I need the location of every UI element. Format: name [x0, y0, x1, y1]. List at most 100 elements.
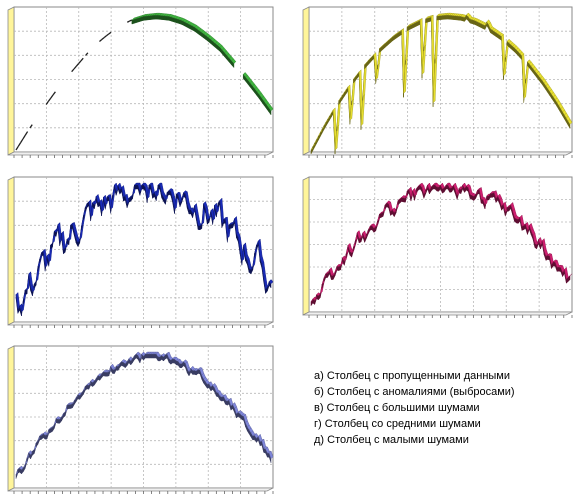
series-face-d [112, 369, 115, 374]
series-top-b [567, 118, 573, 125]
series-line-a [106, 33, 110, 37]
series-face-d [86, 384, 90, 390]
series-line-a [101, 37, 105, 41]
series-face-v [106, 196, 110, 201]
series-line-a [20, 138, 24, 143]
series-face-g [480, 198, 484, 204]
floor-d [7, 487, 274, 492]
chart-legend: а) Столбец с пропущенными данными б) Сто… [314, 368, 515, 448]
series-face-a [147, 15, 151, 21]
series-face-d [148, 353, 152, 359]
chart-g-panel [299, 174, 575, 320]
chart-d-panel [4, 343, 276, 496]
series-face-g [449, 187, 452, 193]
series-face-v [228, 223, 232, 230]
series-line-a [52, 91, 56, 96]
series-line-a [78, 60, 82, 65]
left-wall-d [7, 345, 15, 492]
series-face-d [68, 404, 71, 409]
series-face-g [432, 184, 436, 190]
series-face-v [176, 193, 179, 199]
series-face-v [134, 184, 137, 190]
series-face-d [252, 435, 255, 441]
series-face-d [66, 404, 70, 410]
series-line-a [129, 19, 133, 22]
left-wall-v [7, 176, 15, 326]
series-top-d [268, 450, 274, 460]
series-face-d [103, 371, 106, 377]
series-face-b [456, 15, 460, 21]
floor-a [7, 151, 274, 156]
series-face-d [44, 434, 48, 440]
series-face-v [188, 209, 192, 215]
series-face-g [516, 218, 519, 224]
legend-item-b: б) Столбец с аномалиями (выбросами) [314, 386, 515, 398]
series-face-b [447, 14, 450, 20]
legend-item-v: в) Столбец с большими шумами [314, 402, 480, 414]
series-face-v [230, 223, 233, 229]
series-face-d [197, 369, 201, 375]
series-line-a [45, 100, 49, 105]
series-face-b [471, 19, 475, 25]
series-face-b [462, 16, 465, 22]
series-face-b [449, 14, 452, 20]
series-face-d [106, 371, 110, 377]
series-face-d [192, 370, 195, 375]
series-face-d [207, 383, 210, 389]
series-face-g [325, 273, 328, 278]
series-face-b [425, 17, 428, 24]
series-face-g [436, 186, 439, 192]
series-line-a [108, 31, 112, 35]
series-face-d [146, 353, 150, 359]
series-line-a [22, 134, 26, 140]
floor-b [302, 151, 573, 156]
series-face-d [259, 440, 263, 446]
series-line-a [17, 142, 22, 147]
chart-b [302, 6, 573, 158]
series-face-b [453, 15, 456, 21]
series-face-v [135, 184, 139, 190]
series-top-a [268, 105, 274, 112]
series-face-d [57, 418, 60, 424]
series-face-b [436, 15, 439, 21]
series-face-d [105, 371, 108, 377]
legend-item-a: а) Столбец с пропущенными данными [314, 370, 511, 382]
series-line-a [85, 52, 89, 56]
series-face-g [336, 265, 339, 271]
series-top-a [231, 58, 237, 64]
series-face-d [39, 435, 42, 441]
series-line-a [75, 63, 80, 67]
legend-item-g: г) Столбец со средними шумами [314, 418, 481, 430]
series-line-a [15, 145, 19, 151]
series-face-b [458, 15, 462, 21]
series-face-d [115, 365, 119, 371]
series-face-g [369, 225, 373, 231]
left-wall-a [7, 6, 15, 156]
series-face-b [445, 14, 449, 20]
series-face-g [490, 193, 493, 198]
series-face-a [166, 15, 170, 21]
series-face-b [460, 16, 463, 22]
floor-g [302, 311, 573, 316]
series-line-a [24, 131, 29, 136]
series-face-d [150, 353, 153, 359]
series-line-a [73, 65, 77, 70]
series-face-a [152, 14, 156, 20]
series-face-g [556, 266, 560, 272]
series-face-d [179, 363, 182, 369]
series-face-d [157, 356, 161, 362]
series-face-d [194, 370, 197, 376]
series-face-b [438, 15, 441, 21]
series-face-a [164, 15, 167, 21]
series-top-g [568, 273, 573, 278]
series-face-d [267, 452, 270, 458]
series-line-a [71, 68, 75, 73]
series-face-a [161, 15, 165, 21]
chart-g [302, 176, 573, 318]
chart-v-panel [4, 174, 276, 330]
series-face-d [172, 358, 175, 364]
series-face-b [442, 15, 445, 20]
series-line-a [50, 94, 54, 99]
series-face-d [145, 353, 148, 359]
series-face-g [558, 266, 561, 272]
